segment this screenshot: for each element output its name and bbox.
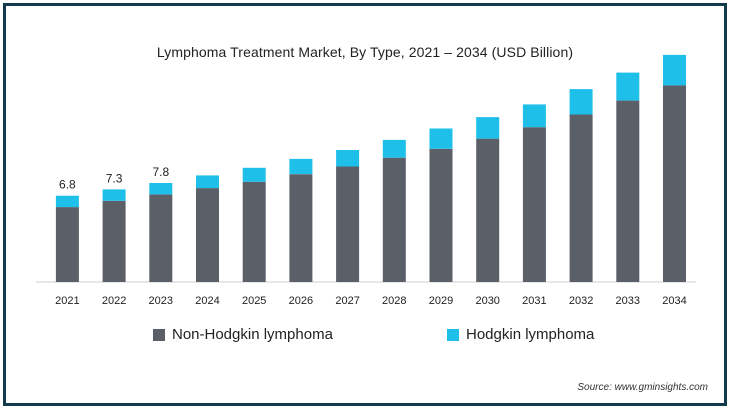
bar-hodgkin-2022 (102, 189, 126, 201)
data-label-2022: 7.3 (106, 171, 123, 185)
bar-hodgkin-2030 (476, 117, 500, 139)
x-tick-label-2029: 2029 (429, 295, 453, 307)
x-tick-label-2030: 2030 (475, 295, 499, 307)
bar-hodgkin-2032 (569, 89, 593, 115)
legend-label-non-hodgkin: Non-Hodgkin lymphoma (172, 326, 333, 343)
bar-chart: 6.8 2021 7.3 2022 7.8 2023 2024 2025 2026 2027 202… (36, 54, 696, 307)
x-tick-label-2024: 2024 (195, 295, 219, 307)
bar-hodgkin-2025 (242, 167, 266, 182)
bar-non-hodgkin-2021 (55, 207, 79, 282)
bar-hodgkin-2021 (55, 195, 79, 208)
data-label-2021: 6.8 (59, 178, 76, 192)
bar-non-hodgkin-2028 (382, 157, 406, 282)
bar-non-hodgkin-2024 (196, 188, 219, 282)
x-tick-label-2034: 2034 (662, 295, 686, 307)
bar-non-hodgkin-2033 (616, 100, 640, 282)
bar-hodgkin-2029 (429, 128, 453, 149)
bar-non-hodgkin-2025 (242, 181, 266, 282)
source-note: Source: www.gminsights.com (577, 382, 708, 393)
x-tick-label-2027: 2027 (335, 295, 359, 307)
legend-swatch-non-hodgkin (153, 328, 165, 341)
bar-non-hodgkin-2023 (149, 194, 173, 282)
legend-swatch-hodgkin (447, 328, 459, 341)
bar-hodgkin-2031 (522, 104, 546, 128)
bar-hodgkin-2034 (663, 54, 686, 86)
bar-non-hodgkin-2027 (336, 166, 360, 282)
bar-hodgkin-2026 (289, 158, 313, 175)
x-tick-label-2021: 2021 (55, 295, 79, 307)
bar-hodgkin-2028 (382, 139, 406, 158)
x-tick-label-2028: 2028 (382, 295, 406, 307)
x-tick-label-2025: 2025 (242, 295, 266, 307)
chart-frame: Lymphoma Treatment Market, By Type, 2021… (3, 3, 727, 406)
x-tick-label-2023: 2023 (149, 295, 173, 307)
bar-non-hodgkin-2022 (102, 200, 126, 282)
legend-item-hodgkin: Hodgkin lymphoma (447, 326, 594, 343)
bar-non-hodgkin-2032 (569, 114, 593, 282)
bar-hodgkin-2024 (196, 175, 219, 189)
data-label-2023: 7.8 (152, 165, 169, 179)
legend-label-hodgkin: Hodgkin lymphoma (466, 326, 595, 343)
x-tick-label-2032: 2032 (569, 295, 593, 307)
bar-non-hodgkin-2031 (522, 127, 546, 282)
legend-item-non-hodgkin: Non-Hodgkin lymphoma (153, 326, 333, 343)
x-tick-label-2033: 2033 (616, 295, 640, 307)
x-tick-label-2031: 2031 (522, 295, 546, 307)
chart-title: Lymphoma Treatment Market, By Type, 2021… (156, 44, 574, 60)
bar-non-hodgkin-2029 (429, 148, 453, 282)
legend: Non-Hodgkin lymphoma Hodgkin lymphoma (6, 326, 724, 350)
x-tick-label-2022: 2022 (102, 295, 126, 307)
bar-non-hodgkin-2026 (289, 174, 313, 282)
bar-hodgkin-2033 (616, 72, 640, 101)
bar-non-hodgkin-2034 (663, 85, 686, 282)
bar-non-hodgkin-2030 (476, 138, 500, 282)
bar-hodgkin-2027 (336, 150, 360, 167)
x-tick-label-2026: 2026 (289, 295, 313, 307)
bar-hodgkin-2023 (149, 183, 173, 195)
